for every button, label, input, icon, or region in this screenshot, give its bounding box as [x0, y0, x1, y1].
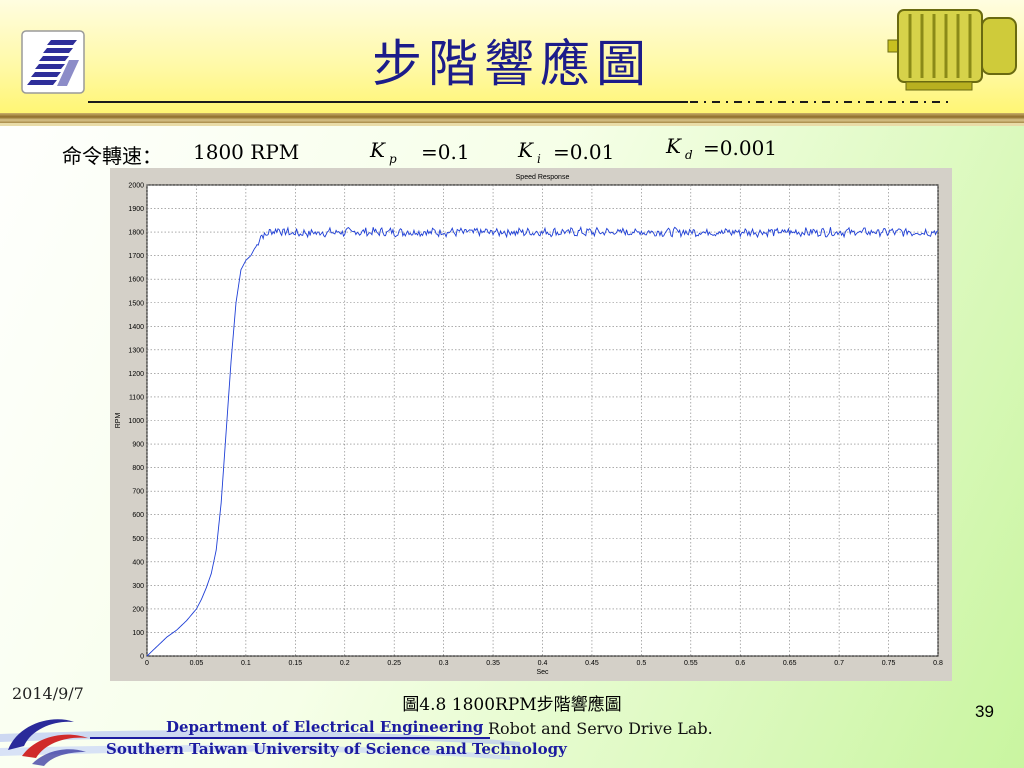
y-tick-label: 900 [132, 442, 144, 449]
y-tick-label: 0 [140, 654, 144, 661]
axis-ticks: 0 0.05 0.1 0.15 0.2 0.25 0.3 0.35 0.4 0.45 0.5 0.55… [128, 183, 943, 668]
y-tick-label: 200 [132, 606, 144, 613]
x-tick-label: 0.35 [486, 660, 500, 667]
x-tick-label: 0.55 [684, 660, 698, 667]
y-tick-label: 800 [132, 465, 144, 472]
y-axis-label: RPM [115, 413, 122, 429]
header-dashed-rule [690, 101, 950, 103]
slide-title: 步階響應圖 [372, 35, 652, 93]
x-tick-label: 0.75 [882, 660, 896, 667]
y-tick-label: 700 [132, 489, 144, 496]
speed-series-line [146, 225, 939, 657]
x-tick-label: 0.5 [637, 660, 647, 667]
x-tick-label: 0.6 [735, 660, 745, 667]
university-name: Southern Taiwan University of Science an… [106, 740, 567, 758]
x-tick-label: 0.7 [834, 660, 844, 667]
y-tick-label: 2000 [128, 183, 144, 190]
kp-letter: K [370, 138, 385, 162]
x-tick-label: 0.2 [340, 660, 350, 667]
y-tick-label: 400 [132, 559, 144, 566]
x-tick-label: 0 [145, 660, 149, 667]
kp-subscript: p [388, 152, 397, 166]
speed-response-chart: 0 0.05 0.1 0.15 0.2 0.25 0.3 0.35 0.4 0.45 0.5 0.55… [110, 168, 952, 681]
command-speed-label: 命令轉速： [62, 144, 162, 168]
x-tick-label: 0.25 [387, 660, 401, 667]
x-tick-label: 0.8 [933, 660, 943, 667]
kd-value: =0.001 [703, 136, 778, 160]
slide-date: 2014/9/7 [12, 684, 84, 703]
header-band-highlight [0, 123, 1024, 126]
ki-subscript: i [536, 152, 541, 166]
x-tick-label: 0.05 [190, 660, 204, 667]
footer-rule [90, 737, 490, 739]
university-logo-icon [21, 30, 85, 94]
figure-caption: 圖4.8 1800RPM步階響應圖 [402, 695, 622, 715]
ki-letter: K [518, 138, 533, 162]
y-tick-label: 1800 [128, 230, 144, 237]
chart-title: Speed Response [516, 174, 570, 181]
kd-letter: K [666, 134, 681, 158]
command-speed-value: 1800 RPM [193, 140, 300, 164]
y-tick-label: 1200 [128, 371, 144, 378]
y-tick-label: 500 [132, 536, 144, 543]
header-rule [88, 101, 688, 103]
x-tick-label: 0.4 [538, 660, 548, 667]
x-tick-label: 0.45 [585, 660, 599, 667]
kd-subscript: d [684, 148, 693, 162]
x-tick-label: 0.3 [439, 660, 449, 667]
lab-name: Robot and Servo Drive Lab. [488, 719, 713, 738]
page-number: 39 [975, 702, 994, 721]
y-tick-label: 1300 [128, 347, 144, 354]
x-tick-label: 0.15 [289, 660, 303, 667]
y-tick-label: 1900 [128, 206, 144, 213]
y-tick-label: 1500 [128, 300, 144, 307]
y-tick-label: 1000 [128, 418, 144, 425]
footer-swoosh [0, 730, 520, 760]
x-tick-label: 0.65 [783, 660, 797, 667]
y-tick-label: 1600 [128, 277, 144, 284]
header-band [0, 113, 1024, 123]
grid-lines [146, 184, 939, 657]
x-axis-label: Sec [536, 669, 549, 676]
x-tick-label: 0.1 [241, 660, 251, 667]
y-tick-label: 100 [132, 630, 144, 637]
ki-value: =0.01 [553, 140, 615, 164]
y-tick-label: 1100 [129, 394, 144, 401]
series-group [146, 225, 939, 657]
kp-value: =0.1 [421, 140, 470, 164]
y-tick-label: 1400 [128, 324, 144, 331]
y-tick-label: 300 [132, 583, 144, 590]
y-tick-label: 600 [132, 512, 144, 519]
department-name: Department of Electrical Engineering [166, 718, 484, 736]
footer-logo-icon [8, 719, 88, 766]
y-tick-label: 1700 [128, 253, 144, 260]
motor-icon [887, 9, 1017, 91]
